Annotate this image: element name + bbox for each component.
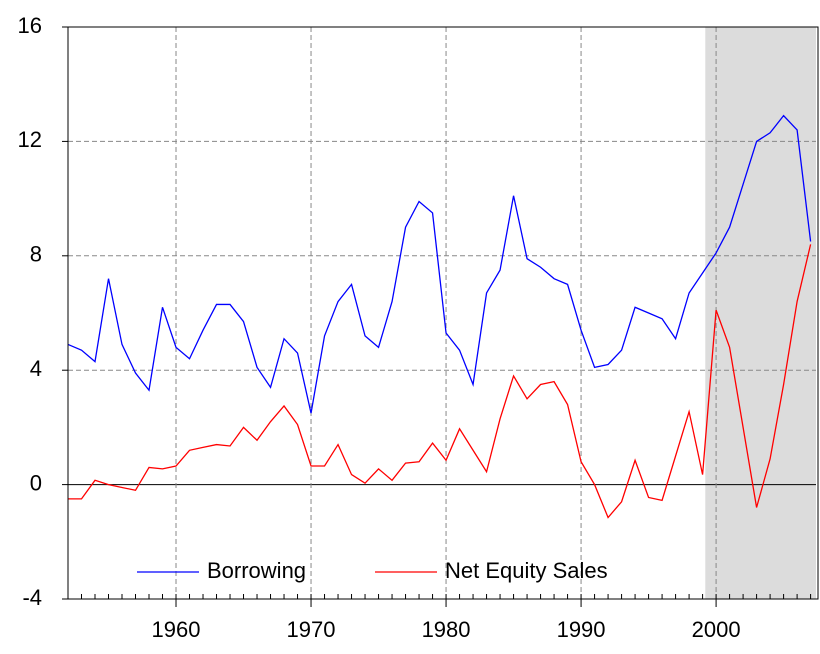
legend-label: Net Equity Sales <box>445 558 608 583</box>
x-tick-label: 1980 <box>422 617 471 642</box>
x-tick-label: 2000 <box>692 617 741 642</box>
line-series <box>67 114 812 414</box>
y-tick-label: 0 <box>30 470 42 495</box>
line-series <box>68 244 812 519</box>
y-tick-label: -4 <box>22 585 42 610</box>
y-tick-label: 4 <box>30 356 42 381</box>
legend-label: Borrowing <box>207 558 306 583</box>
x-tick-label: 1990 <box>557 617 606 642</box>
x-tick-label: 1970 <box>287 617 336 642</box>
y-tick-label: 16 <box>18 13 42 38</box>
x-tick-label: 1960 <box>152 617 201 642</box>
shaded-region <box>705 27 816 599</box>
y-tick-label: 8 <box>30 242 42 267</box>
plot-frame <box>67 26 819 600</box>
y-tick-label: 12 <box>18 127 42 152</box>
